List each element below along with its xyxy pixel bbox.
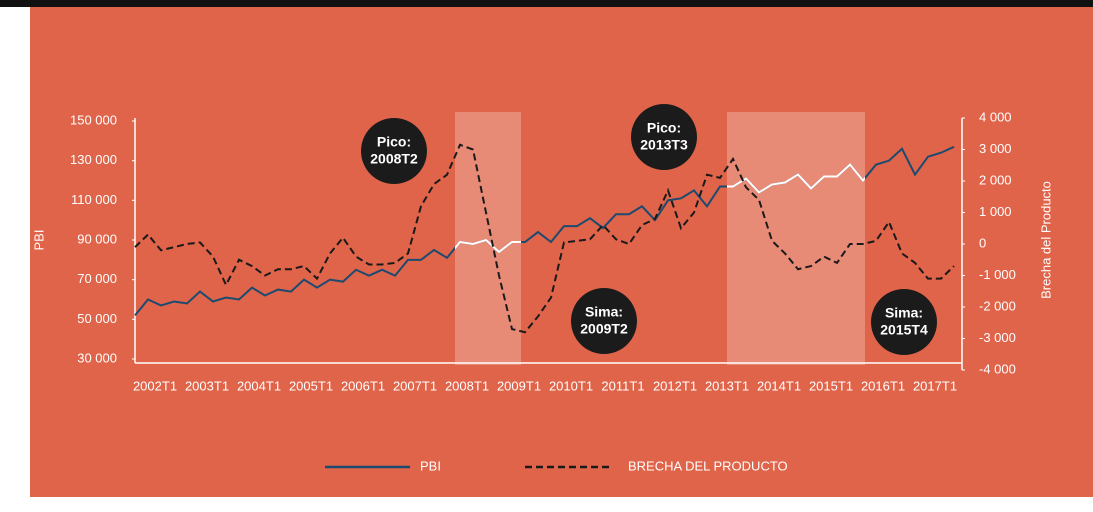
x-tick-label: 2007T1: [393, 378, 437, 393]
shaded-period: [455, 112, 521, 365]
x-tick-label: 2009T1: [497, 378, 541, 393]
y2-axis-title: Brecha del Producto: [1038, 181, 1053, 299]
x-tick-label: 2010T1: [549, 378, 593, 393]
y2-tick-label: 3 000: [979, 141, 1012, 156]
y-axis-title: PBI: [31, 230, 46, 251]
annotation-text: Sima:: [885, 305, 923, 321]
y-tick-label: 110 000: [71, 192, 117, 207]
annotation-text: Pico:: [377, 134, 411, 150]
y-tick-label: 50 000: [77, 311, 117, 326]
annotation-bubble: [871, 289, 937, 355]
annotation-bubble: [631, 104, 697, 170]
shaded-period: [727, 112, 865, 365]
y2-tick-label: -4 000: [979, 361, 1016, 376]
x-tick-label: 2008T1: [445, 378, 489, 393]
x-tick-label: 2003T1: [185, 378, 229, 393]
y2-tick-label: 2 000: [979, 172, 1012, 187]
y2-tick-label: -2 000: [979, 298, 1016, 313]
x-tick-label: 2005T1: [289, 378, 333, 393]
x-tick-label: 2006T1: [341, 378, 385, 393]
x-tick-label: 2014T1: [757, 378, 801, 393]
y-tick-label: 90 000: [77, 231, 117, 246]
y-tick-label: 130 000: [70, 152, 117, 167]
x-tick-label: 2013T1: [705, 378, 749, 393]
annotation-bubble: [571, 288, 637, 354]
y2-tick-label: -3 000: [979, 330, 1016, 345]
y-tick-label: 70 000: [77, 271, 117, 286]
y2-tick-label: 4 000: [979, 109, 1012, 124]
y2-tick-label: -1 000: [979, 267, 1016, 282]
x-tick-label: 2017T1: [913, 378, 957, 393]
annotation-text: 2015T4: [880, 322, 928, 338]
annotation-text: Sima:: [585, 304, 623, 320]
annotation-text: 2009T2: [580, 321, 628, 337]
legend-label: BRECHA DEL PRODUCTO: [628, 458, 788, 473]
annotation-text: Pico:: [647, 120, 681, 136]
line-series: [134, 143, 955, 334]
annotation-text: 2008T2: [370, 151, 418, 167]
y-tick-label: 30 000: [77, 350, 117, 365]
y2-tick-label: 1 000: [979, 204, 1012, 219]
annotation-bubble: [361, 118, 427, 184]
x-tick-label: 2004T1: [237, 378, 281, 393]
annotation-text: 2013T3: [640, 137, 688, 153]
y2-tick-label: 0: [979, 235, 986, 250]
x-tick-label: 2016T1: [861, 378, 905, 393]
top-bar: [0, 0, 1093, 7]
x-tick-label: 2002T1: [133, 378, 177, 393]
y-tick-label: 150 000: [70, 112, 117, 127]
x-tick-label: 2012T1: [653, 378, 697, 393]
x-tick-label: 2011T1: [601, 378, 644, 393]
x-tick-label: 2015T1: [809, 378, 853, 393]
background: [30, 0, 1093, 497]
legend-label: PBI: [420, 458, 441, 473]
